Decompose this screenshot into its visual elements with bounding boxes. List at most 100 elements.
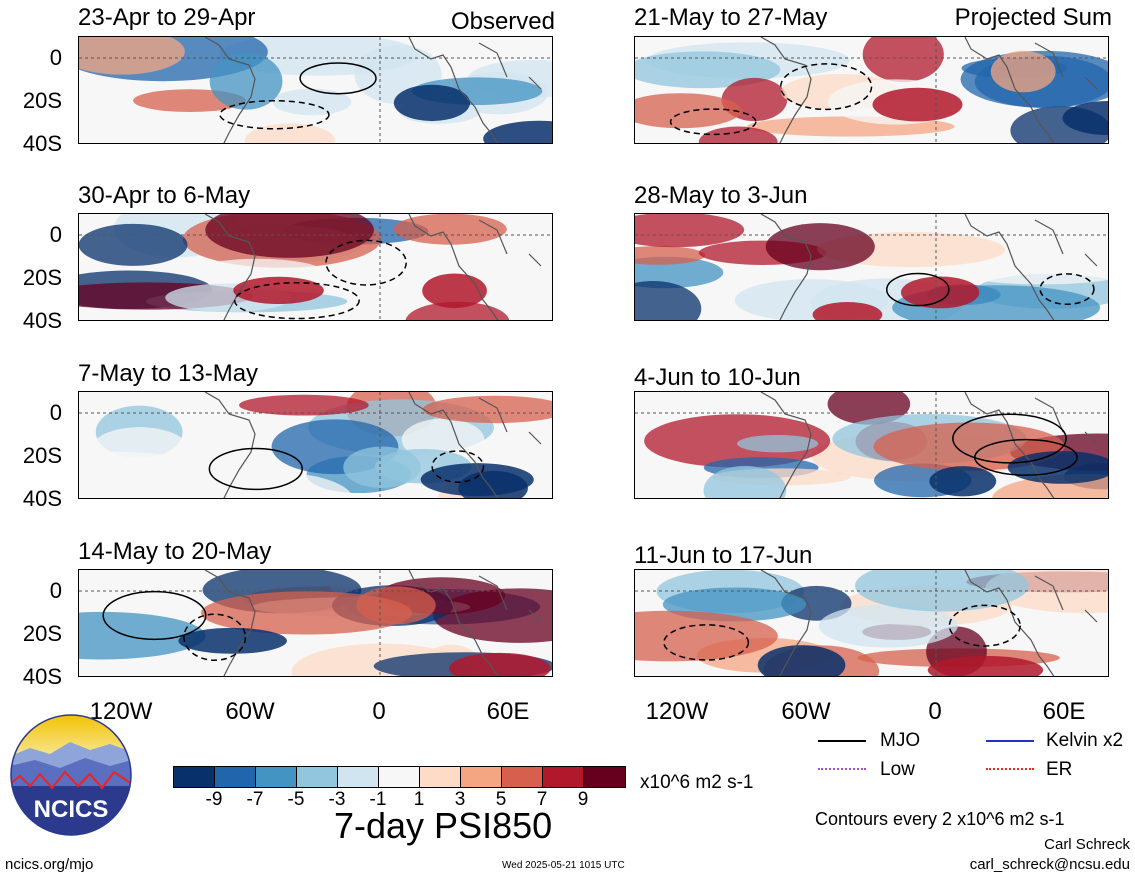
anomaly-core [872, 87, 963, 122]
colorbar-tick-label: -5 [287, 789, 305, 810]
coastline [204, 570, 542, 676]
legend-kelvin-label: Kelvin x2 [1046, 730, 1124, 751]
coastline [760, 392, 1098, 498]
anomaly-shading [205, 214, 374, 258]
colorbar-swatch [543, 767, 584, 787]
anomaly-shading [635, 51, 781, 89]
colorbar-tick-label: 7 [536, 789, 548, 810]
anomaly-shading [356, 586, 436, 625]
colorbar-title: 7-day PSI850 [334, 805, 553, 846]
anomaly-core [927, 655, 1044, 676]
anomaly-core [393, 84, 471, 122]
colorbar-swatch [174, 767, 215, 787]
panel-title-right-1: 21-May to 27-May [634, 4, 828, 31]
ncics-logo-graphic: NCICS [10, 714, 132, 836]
colorbar-tick-label: 1 [413, 789, 425, 810]
mjo-contour [669, 108, 757, 136]
map-panel-left-1 [78, 36, 553, 144]
footer-email: carl_schreck@ncsu.edu [969, 856, 1130, 873]
lat-label: 20S [22, 265, 62, 290]
legend-low-line [818, 768, 866, 770]
anomaly-core [757, 645, 846, 676]
anomaly-shading [644, 414, 831, 468]
footer-site: ncics.org/mjo [5, 856, 94, 873]
anomaly-core [900, 276, 980, 309]
anomaly-shading [703, 465, 787, 498]
anomaly-shading [1006, 247, 1108, 269]
map-panel-right-3 [634, 391, 1109, 499]
projected-header: Projected Sum [954, 4, 1112, 31]
legend-mjo-label: MJO [880, 730, 921, 751]
colorbar-swatch [338, 767, 379, 787]
panel-title-right-2: 28-May to 3-Jun [634, 182, 808, 209]
footer-timestamp: Wed 2025-05-21 1015 UTC [502, 860, 625, 871]
anomaly-shading [79, 223, 188, 266]
colorbar-swatch [420, 767, 461, 787]
anomaly-core [178, 627, 287, 654]
anomaly-shading [272, 88, 352, 116]
lat-label: 40S [22, 486, 62, 511]
map-panel-right-1 [634, 36, 1109, 144]
anomaly-shading [405, 301, 510, 320]
anomaly-shading [91, 427, 188, 469]
mjo-contour [208, 447, 304, 491]
colorbar-tick-label: 5 [495, 789, 507, 810]
lon-label-left-60e: 60E [486, 698, 530, 725]
panel-title-right-4: 11-Jun to 17-Jun [634, 542, 813, 569]
lon-label-left-120w: 120W [89, 698, 153, 725]
lat-label: 20S [22, 443, 62, 468]
colorbar-tick-label: 9 [577, 789, 589, 810]
coastline [760, 570, 1098, 676]
anomaly-core [929, 466, 997, 497]
anomaly-shading [818, 604, 958, 648]
mjo-contour [233, 281, 360, 320]
anomaly-shading [635, 281, 702, 320]
lat-label: 20S [22, 621, 62, 646]
map-panel-canvas [635, 392, 1108, 498]
anomaly-shading [736, 434, 819, 453]
colorbar-units: x10^6 m2 s-1 [640, 772, 754, 793]
anomaly-core [483, 120, 552, 143]
lat-label: 0 [49, 45, 62, 70]
lon-label-left-60w: 60W [225, 698, 275, 725]
coastline [204, 37, 542, 143]
colorbar-tick-label: -1 [369, 789, 387, 810]
map-panel-canvas [79, 392, 552, 498]
coastline [204, 392, 542, 498]
colorbar-tick-label: -9 [205, 789, 223, 810]
ncics-logo-text: NCICS [34, 796, 109, 823]
map-panel-canvas [635, 37, 1108, 143]
lon-label-left-0: 0 [372, 698, 386, 725]
map-panel-right-4 [634, 569, 1109, 677]
anomaly-shading [781, 585, 852, 621]
legend-mjo-line [818, 740, 866, 742]
legend-kelvin-line [986, 740, 1034, 742]
anomaly-shading [79, 37, 185, 75]
mjo-contour [299, 62, 377, 95]
lat-label: 40S [22, 131, 62, 156]
anomaly-shading [635, 93, 742, 129]
map-panel-canvas [635, 214, 1108, 320]
anomaly-shading [635, 610, 778, 662]
colorbar-swatch [502, 767, 543, 787]
ncics-logo: NCICS [10, 714, 132, 836]
mjo-contour [102, 590, 207, 641]
mjo-contour [663, 624, 750, 661]
colorbar-tick-label: -3 [328, 789, 346, 810]
anomaly-shading [635, 246, 706, 265]
colorbar-swatch [379, 767, 420, 787]
map-panel-left-3 [78, 391, 553, 499]
anomaly-shading [186, 471, 354, 498]
lat-label: 0 [49, 222, 62, 247]
mjo-contour [431, 450, 485, 483]
panel-title-left-4: 14-May to 20-May [78, 538, 272, 565]
map-panel-canvas [635, 570, 1108, 676]
coastline [760, 214, 1098, 320]
anomaly-shading [393, 214, 507, 245]
lon-label-right-60e: 60E [1042, 698, 1086, 725]
lat-label: 20S [22, 88, 62, 113]
anomaly-shading [422, 395, 552, 424]
mjo-contour [219, 99, 330, 130]
map-panel-right-2 [634, 213, 1109, 321]
panel-title-left-3: 7-May to 13-May [78, 360, 259, 387]
